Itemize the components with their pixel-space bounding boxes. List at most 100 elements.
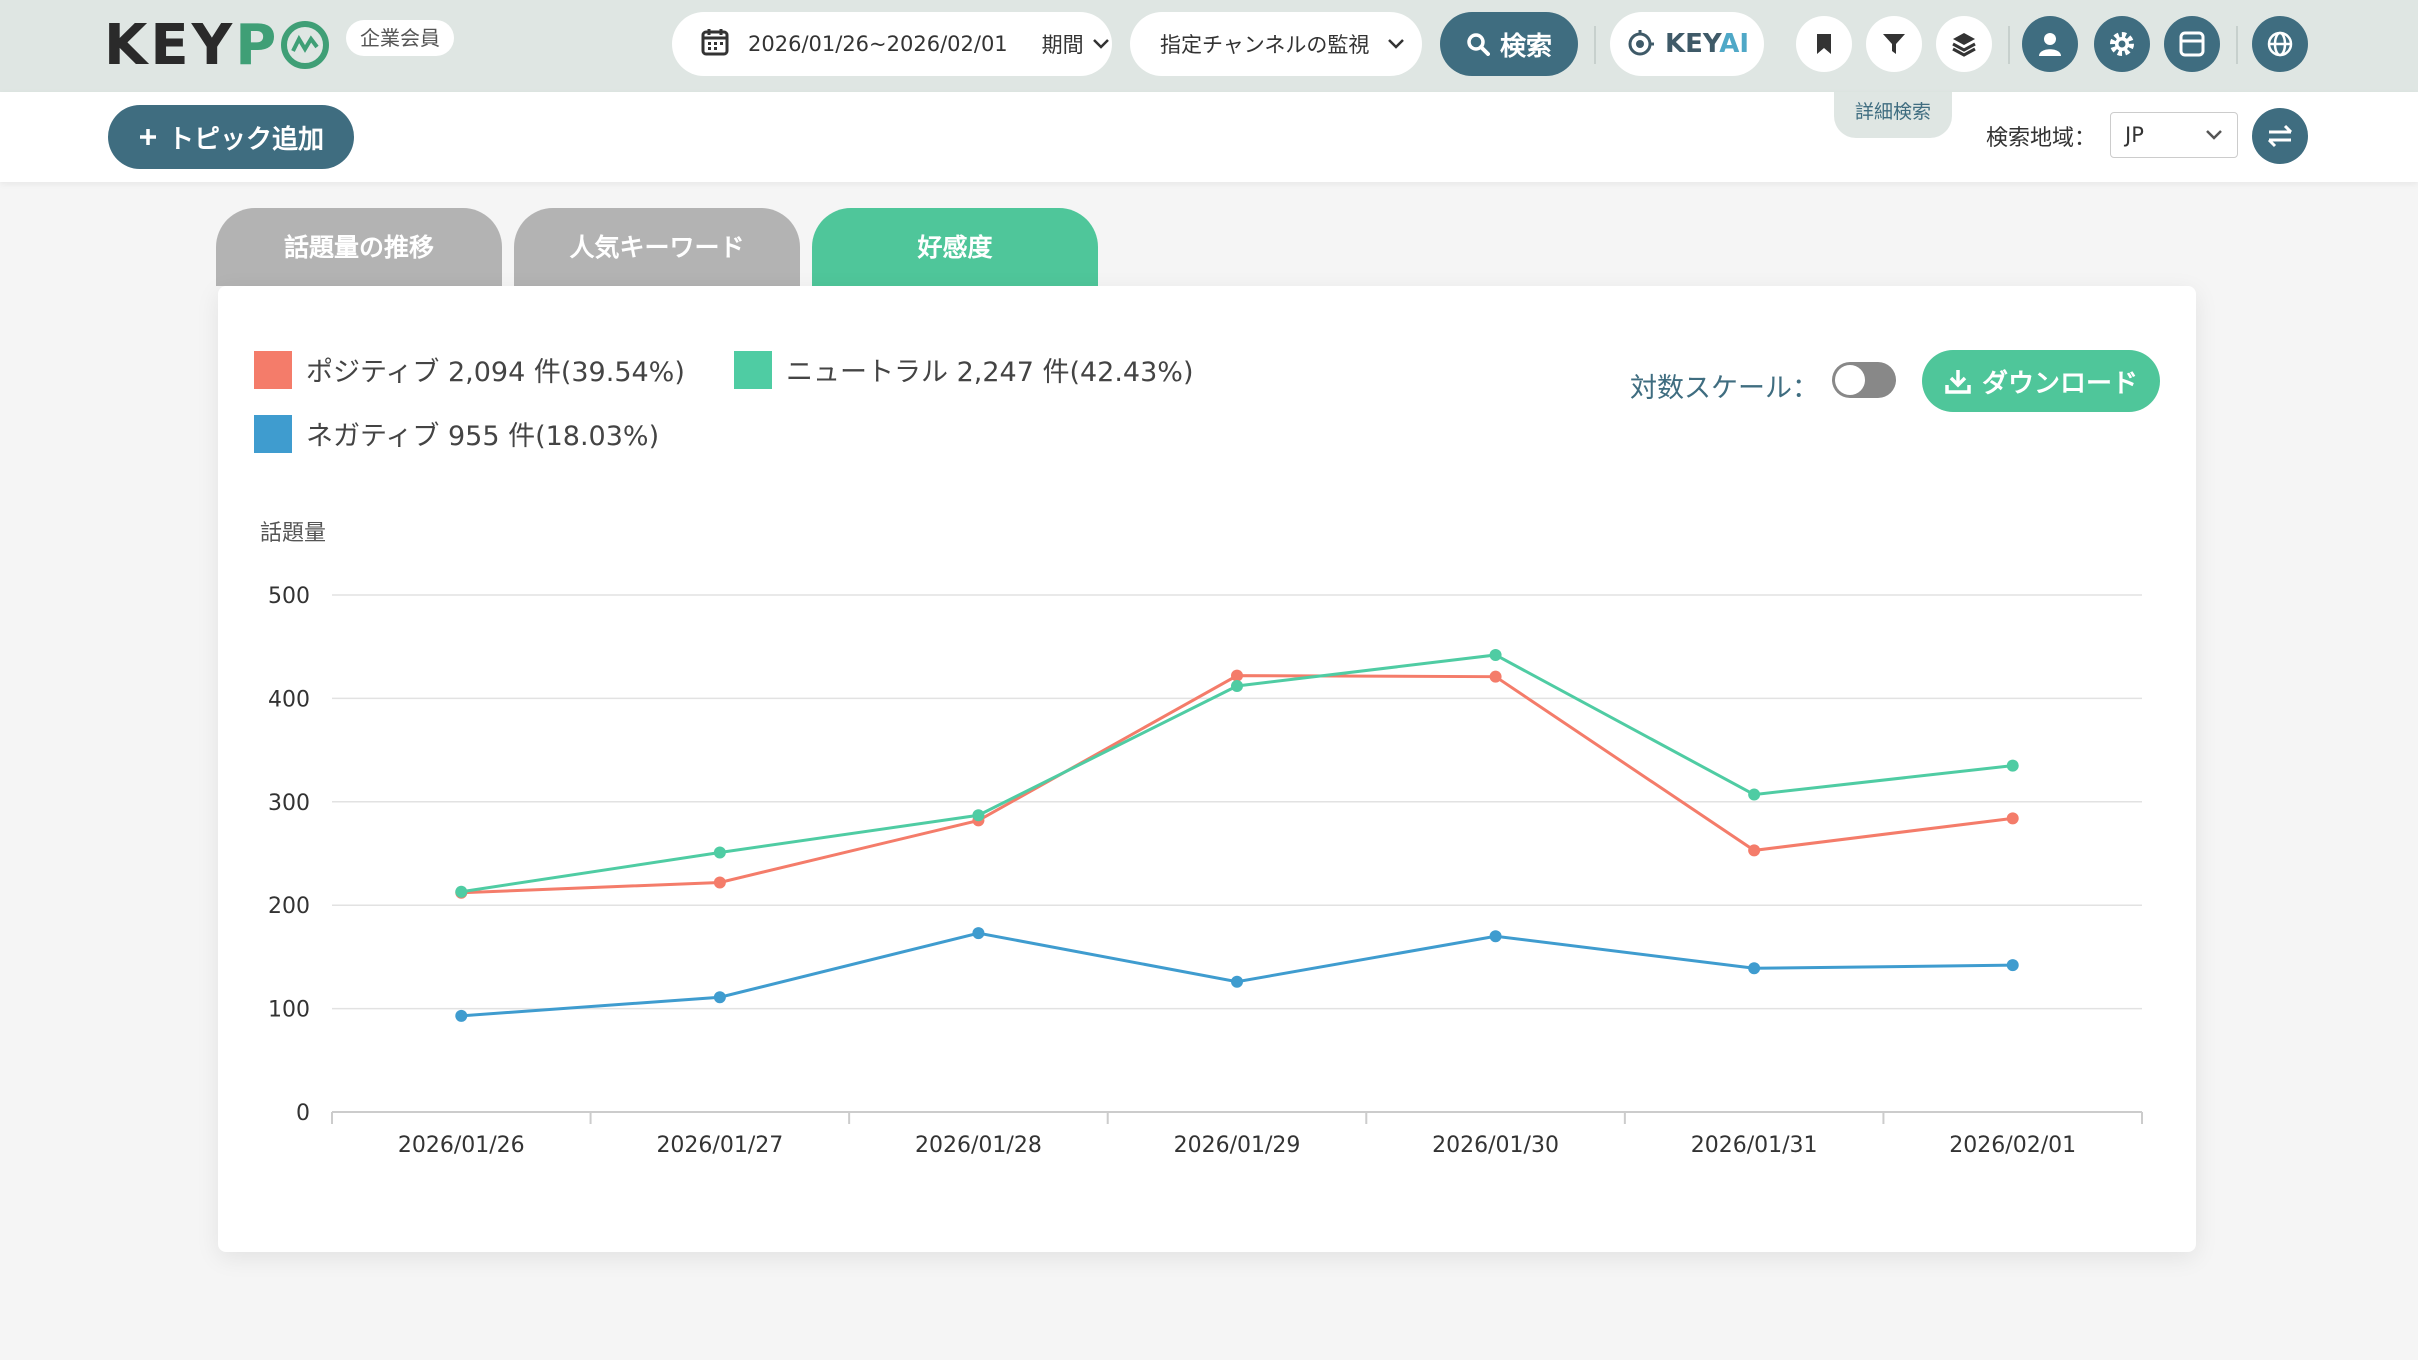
swap-arrows-icon bbox=[2267, 124, 2293, 148]
data-point bbox=[2006, 759, 2019, 772]
legend-swatch-neutral bbox=[734, 350, 772, 389]
search-button[interactable]: 検索 bbox=[1440, 12, 1578, 76]
download-icon bbox=[1945, 370, 1971, 394]
x-tick-label: 2026/01/31 bbox=[1691, 1133, 1818, 1158]
member-badge: 企業会員 bbox=[346, 20, 454, 56]
region-select[interactable]: JP bbox=[2110, 112, 2238, 158]
x-tick-label: 2026/01/30 bbox=[1432, 1133, 1559, 1158]
gear-icon bbox=[2110, 32, 2134, 56]
bookmark-icon bbox=[1817, 34, 1831, 54]
chevron-down-icon bbox=[1092, 39, 1109, 49]
data-point bbox=[455, 885, 468, 898]
legend-positive[interactable]: ポジティブ 2,094 件(39.54%) bbox=[254, 350, 685, 389]
series-line bbox=[461, 931, 2013, 1018]
legend-negative[interactable]: ネガティブ 955 件(18.03%) bbox=[254, 414, 659, 453]
keyai-key-text: KEY bbox=[1664, 29, 1720, 59]
calendar-icon bbox=[700, 27, 730, 62]
settings-button[interactable] bbox=[2094, 16, 2150, 72]
data-point bbox=[713, 876, 726, 889]
tab-popular-keywords[interactable]: 人気キーワード bbox=[514, 208, 800, 286]
user-button[interactable] bbox=[2022, 16, 2078, 72]
globe-icon bbox=[2267, 31, 2293, 57]
search-icon bbox=[1467, 33, 1490, 56]
filter-icon bbox=[1883, 34, 1905, 54]
y-tick-label: 200 bbox=[268, 894, 310, 919]
legend-label: ニュートラル 2,247 件(42.43%) bbox=[786, 357, 1194, 388]
data-point bbox=[1489, 670, 1502, 683]
data-point bbox=[972, 927, 985, 940]
data-point bbox=[2006, 959, 2019, 972]
keyai-icon bbox=[1628, 30, 1654, 56]
y-tick-label: 100 bbox=[268, 998, 310, 1023]
data-point bbox=[1231, 679, 1243, 692]
data-point bbox=[1489, 930, 1502, 943]
tab-sentiment[interactable]: 好感度 bbox=[812, 208, 1098, 286]
date-range-picker[interactable]: 2026/01/26~2026/02/01 期間 bbox=[672, 12, 1112, 76]
log-scale-toggle[interactable] bbox=[1832, 362, 1896, 398]
chevron-down-icon bbox=[1388, 39, 1405, 49]
region-label: 検索地域： bbox=[1986, 126, 2097, 151]
channel-monitor-dropdown[interactable]: 指定チャンネルの監視 bbox=[1130, 12, 1422, 76]
legend-label: ポジティブ 2,094 件(39.54%) bbox=[306, 357, 685, 388]
plus-icon bbox=[139, 129, 156, 145]
region-value: JP bbox=[2125, 123, 2144, 147]
layers-icon bbox=[1952, 33, 1976, 57]
data-point bbox=[1489, 648, 1502, 661]
data-point bbox=[713, 846, 726, 859]
x-tick-label: 2026/01/26 bbox=[398, 1133, 525, 1158]
y-tick-label: 300 bbox=[268, 791, 310, 816]
period-label: 期間 bbox=[1041, 33, 1084, 57]
period-dropdown[interactable]: 期間 bbox=[1042, 29, 1110, 59]
channel-label: 指定チャンネルの監視 bbox=[1160, 33, 1370, 57]
legend-swatch-negative bbox=[254, 414, 292, 453]
bookmark-button[interactable] bbox=[1796, 16, 1852, 72]
advanced-search-tab[interactable]: 詳細検索 bbox=[1834, 92, 1952, 138]
swap-button[interactable] bbox=[2252, 108, 2308, 164]
data-point bbox=[1748, 962, 1761, 975]
user-icon bbox=[2039, 33, 2061, 56]
data-point bbox=[1231, 669, 1243, 682]
date-range-text: 2026/01/26~2026/02/01 bbox=[748, 32, 1008, 56]
sentiment-panel: ポジティブ 2,094 件(39.54%) ニュートラル 2,247 件(42.… bbox=[218, 286, 2196, 1252]
data-point bbox=[455, 1009, 468, 1022]
y-tick-label: 0 bbox=[296, 1101, 310, 1126]
keyai-ai-text: AI bbox=[1719, 29, 1750, 59]
y-axis-label: 話題量 bbox=[260, 521, 326, 546]
x-tick-label: 2026/01/28 bbox=[915, 1133, 1042, 1158]
download-button[interactable]: ダウンロード bbox=[1922, 350, 2160, 412]
x-tick-label: 2026/01/27 bbox=[656, 1133, 783, 1158]
header-divider bbox=[1594, 26, 1596, 64]
sentiment-line-chart: 話題量 0 100 200 300 400 500 2026/01/26 2026/01/27 2… bbox=[260, 521, 2143, 1158]
tab-topic-trend[interactable]: 話題量の推移 bbox=[216, 208, 502, 286]
data-point bbox=[713, 991, 726, 1004]
y-tick-label: 500 bbox=[268, 584, 310, 609]
log-scale-label: 対数スケール： bbox=[1630, 373, 1819, 404]
x-tick-label: 2026/01/29 bbox=[1174, 1133, 1301, 1158]
logo-o-icon bbox=[281, 21, 330, 69]
data-point bbox=[1231, 975, 1243, 988]
legend-swatch-positive bbox=[254, 350, 292, 389]
sub-toolbar: トピック追加 詳細検索 検索地域： JP bbox=[0, 92, 2418, 182]
data-point bbox=[1748, 844, 1761, 857]
y-tick-label: 400 bbox=[268, 687, 310, 712]
layers-button[interactable] bbox=[1936, 16, 1992, 72]
keypo-logo[interactable]: KEY P bbox=[104, 12, 330, 78]
data-point bbox=[1748, 788, 1761, 801]
add-topic-label: トピック追加 bbox=[167, 124, 324, 155]
data-point bbox=[2006, 812, 2019, 825]
header-divider bbox=[2236, 26, 2238, 64]
legend-label: ネガティブ 955 件(18.03%) bbox=[306, 421, 660, 452]
keyai-button[interactable]: KEYAI bbox=[1610, 12, 1764, 76]
download-label: ダウンロード bbox=[1981, 368, 2138, 399]
data-point bbox=[972, 809, 985, 822]
series-line bbox=[461, 674, 2013, 895]
add-topic-button[interactable]: トピック追加 bbox=[108, 105, 354, 169]
logo-key-text: KEY bbox=[104, 12, 236, 78]
language-button[interactable] bbox=[2252, 16, 2308, 72]
legend-neutral[interactable]: ニュートラル 2,247 件(42.43%) bbox=[734, 350, 1193, 389]
logo-p-text: P bbox=[235, 12, 280, 78]
layout-button[interactable] bbox=[2164, 16, 2220, 72]
top-header: KEY P 企業会員 2026/01/26~2026/02/01 期間 指定チャ… bbox=[0, 0, 2418, 92]
filter-button[interactable] bbox=[1866, 16, 1922, 72]
x-tick-label: 2026/02/01 bbox=[1949, 1133, 2076, 1158]
